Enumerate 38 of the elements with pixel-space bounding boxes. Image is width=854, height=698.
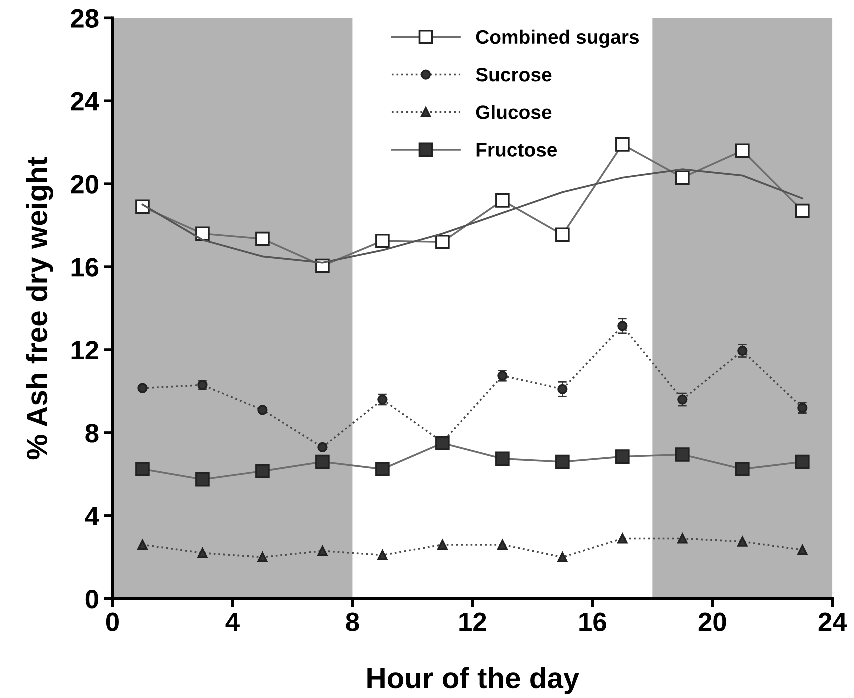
y-tick-label: 16: [72, 258, 99, 277]
legend-label: Glucose: [476, 105, 552, 120]
point: [258, 405, 268, 416]
point: [498, 540, 508, 550]
point: [318, 442, 328, 453]
x-tick-label: 16: [580, 612, 606, 632]
x-tick-label: 24: [818, 612, 848, 632]
point: [198, 548, 208, 558]
point: [258, 552, 268, 562]
point: [318, 546, 328, 556]
y-tick-label: 12: [72, 341, 98, 360]
point: [738, 536, 748, 547]
y-tick-label: 8: [86, 424, 99, 443]
point: [618, 534, 628, 544]
x-tick-label: 20: [698, 612, 726, 632]
x-tick-label: 8: [346, 612, 360, 632]
point: [798, 545, 808, 556]
point: [138, 540, 148, 550]
x-tick-label: 4: [226, 613, 240, 632]
y-tick-label: 28: [71, 9, 99, 28]
legend-label: Fructose: [476, 143, 558, 157]
point: [618, 321, 628, 332]
point: [378, 550, 388, 560]
point: [558, 384, 568, 394]
point: [438, 540, 448, 550]
x-axis-title: Hour of the day: [368, 667, 580, 694]
legend-label: Combined sugars: [476, 30, 640, 48]
y-axis-title: % Ash free dry weight: [26, 157, 54, 460]
legend-label: Sucrose: [476, 68, 552, 82]
y-tick-label: 4: [85, 507, 100, 526]
point: [138, 383, 148, 394]
point: [558, 552, 568, 562]
y-tick-label: 0: [86, 590, 98, 609]
point: [678, 534, 688, 544]
x-tick-label: 0: [106, 612, 119, 632]
x-tick-label: 12: [460, 612, 486, 632]
y-tick-label: 24: [71, 92, 100, 111]
y-tick-label: 20: [71, 175, 98, 194]
